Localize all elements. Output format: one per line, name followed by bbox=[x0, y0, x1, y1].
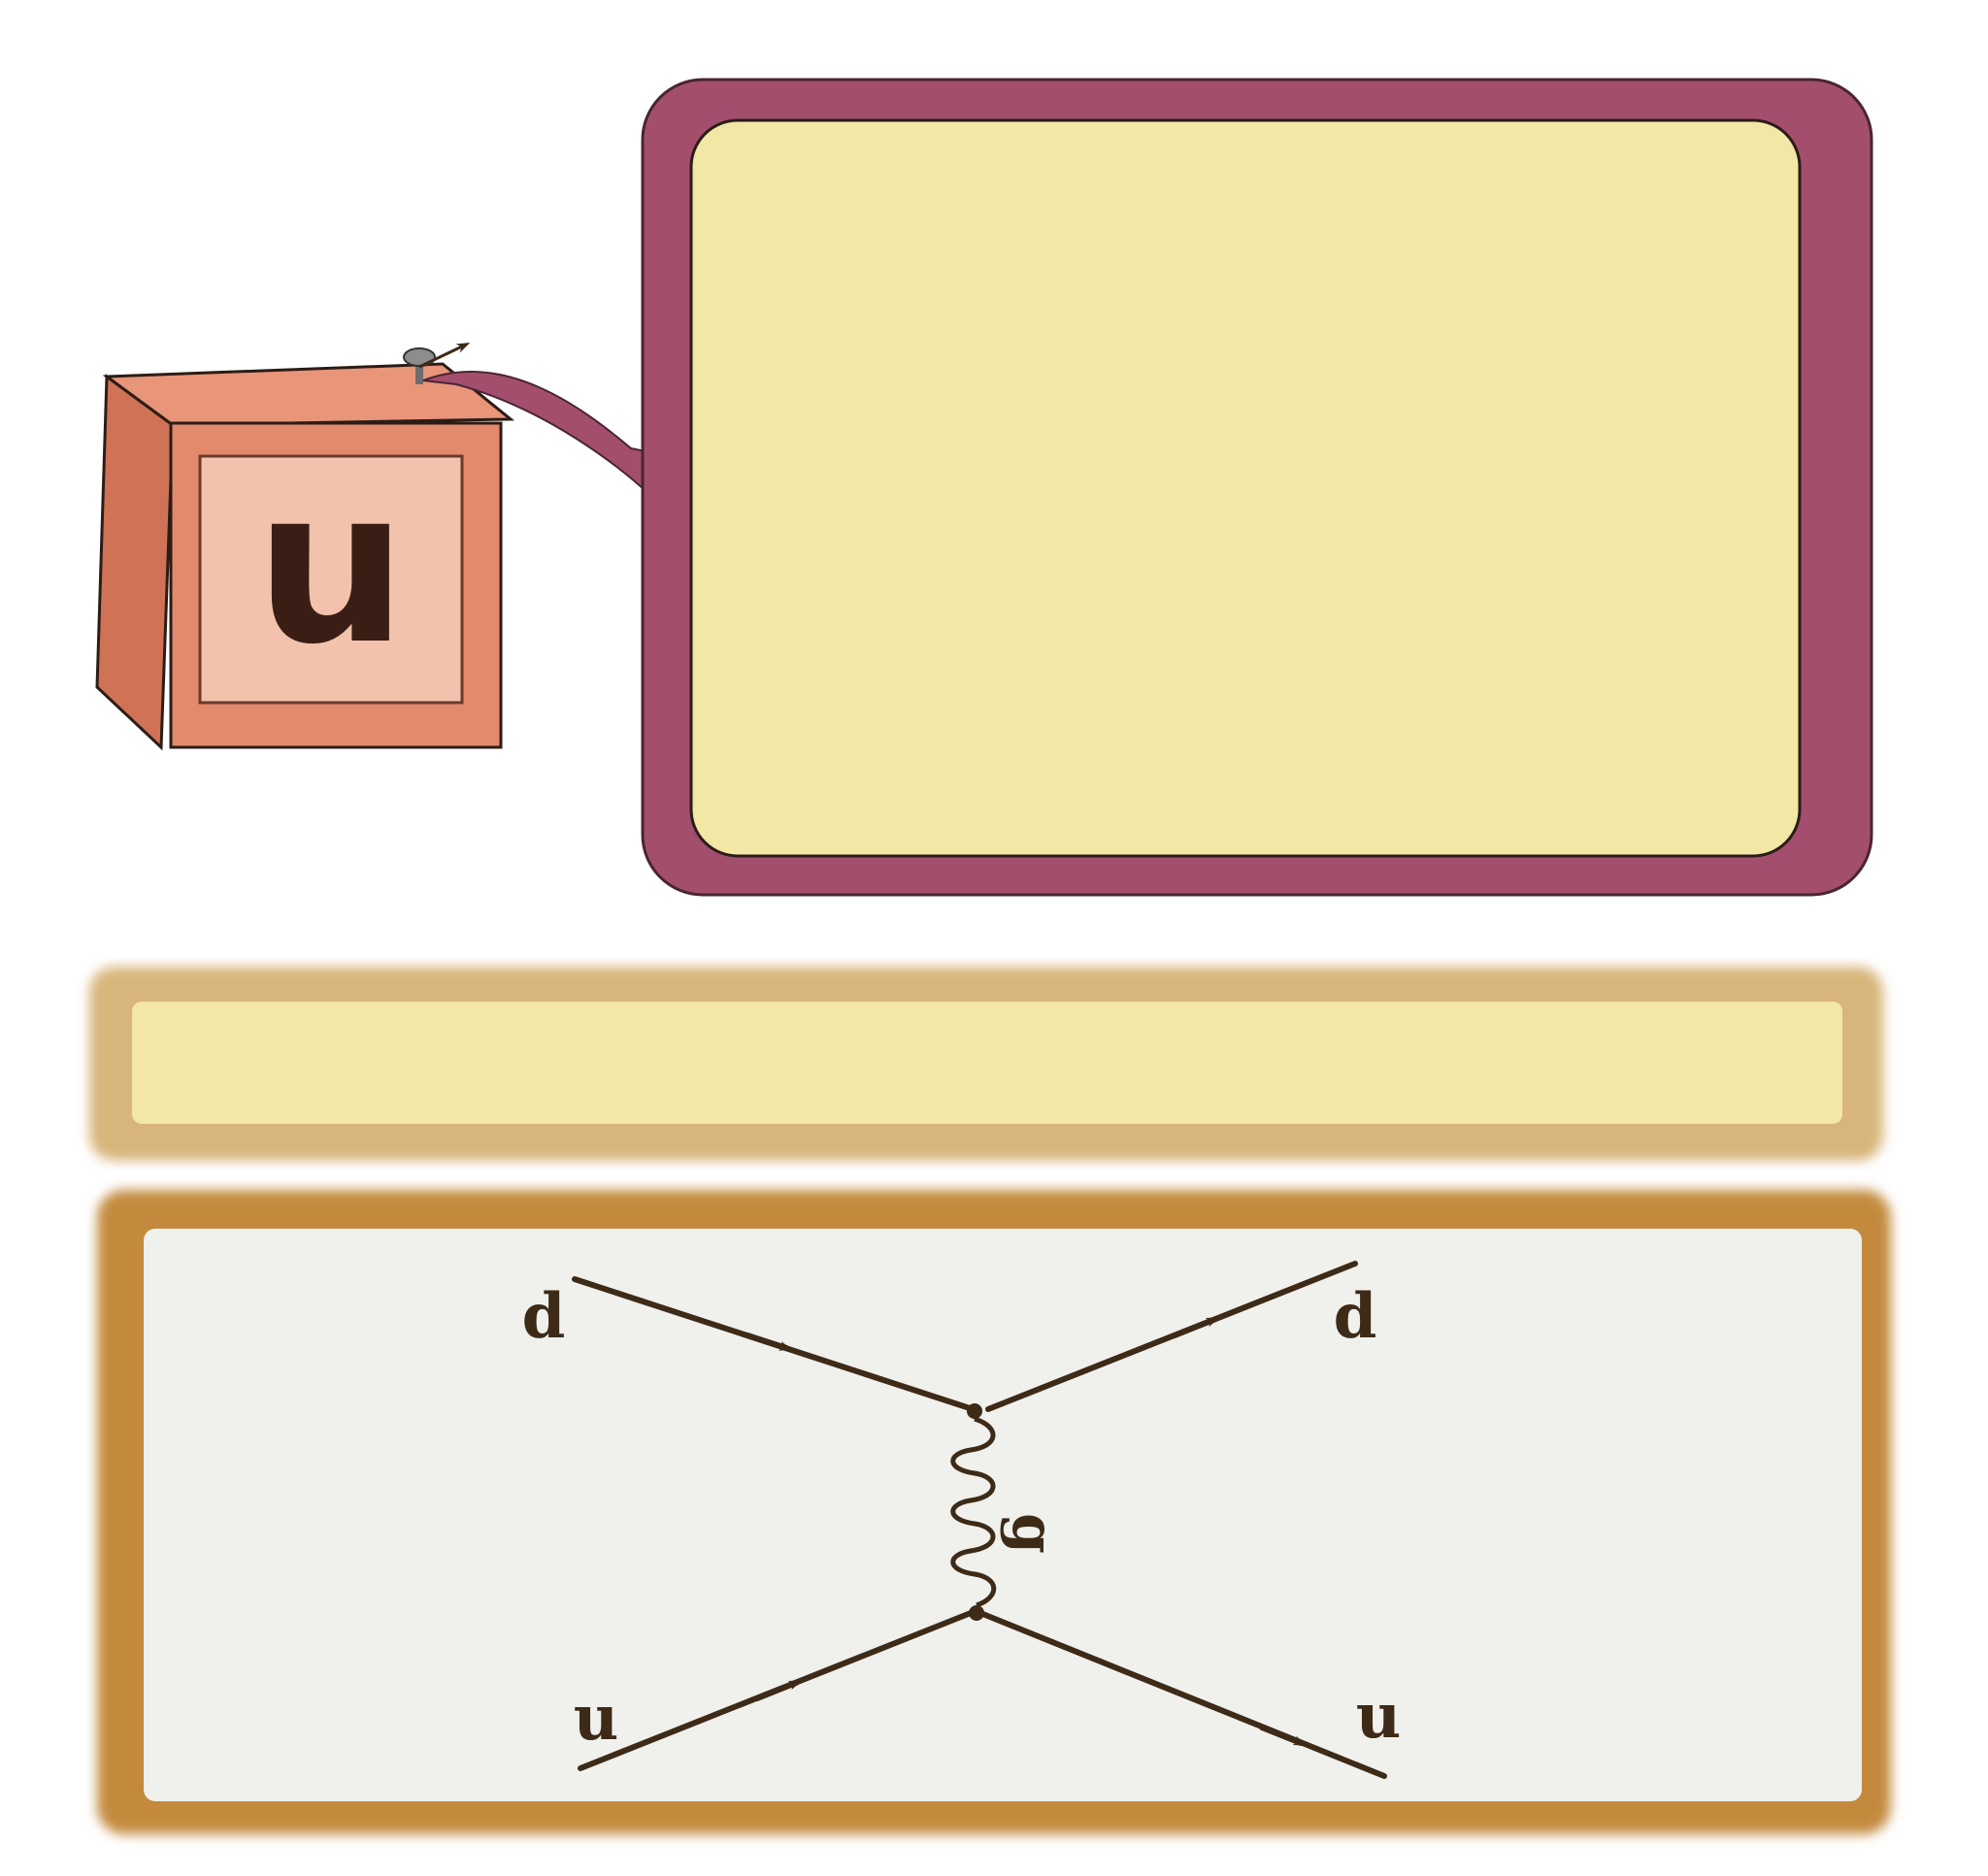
cube-side-face bbox=[97, 377, 173, 747]
vertex-bottom bbox=[969, 1605, 984, 1621]
letter-cube: u bbox=[97, 348, 511, 747]
label-top-left: d bbox=[522, 1280, 566, 1353]
label-gluon: g bbox=[999, 1513, 1067, 1554]
speech-bubble bbox=[643, 80, 1872, 895]
feynman-panel: d d u u g bbox=[97, 1190, 1891, 1834]
label-bottom-right: u bbox=[1356, 1680, 1402, 1753]
vertex-top bbox=[967, 1403, 982, 1419]
label-bottom-left: u bbox=[574, 1682, 619, 1755]
label-top-right: d bbox=[1334, 1280, 1377, 1353]
caption-bar-fill bbox=[132, 1002, 1842, 1124]
caption-bar bbox=[89, 967, 1883, 1161]
cube-letter: u bbox=[255, 443, 408, 691]
bubble-fill bbox=[691, 120, 1800, 856]
